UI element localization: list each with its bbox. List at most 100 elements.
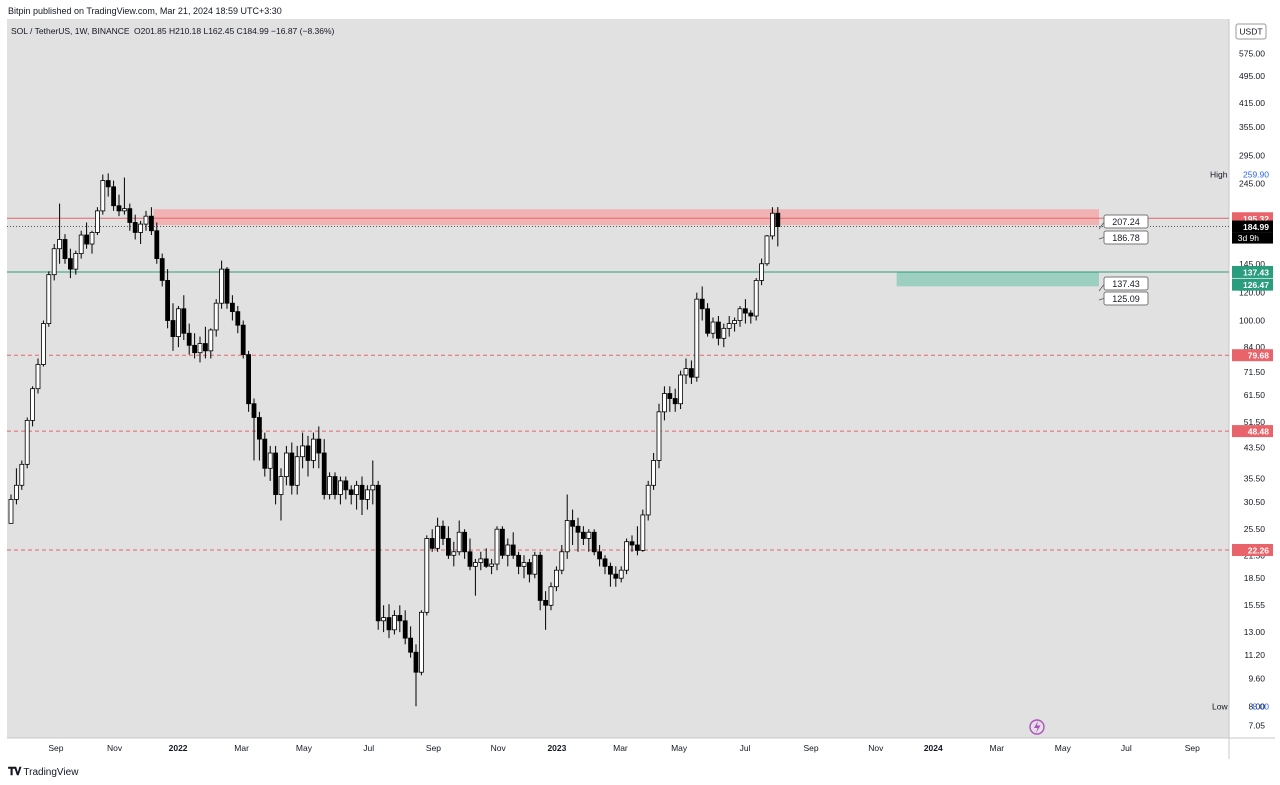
y-tick-label: 245.00	[1239, 179, 1265, 189]
plot-area	[7, 19, 1229, 738]
price-callout-box	[1103, 214, 1149, 229]
x-tick-label: Sep	[48, 743, 63, 753]
candle-down	[289, 452, 295, 486]
candle-down	[570, 520, 575, 527]
candle-down	[543, 600, 548, 606]
candle-up	[294, 456, 300, 486]
published-by-line: Bitpin published on TradingView.com, Mar…	[8, 6, 282, 16]
candle-down	[597, 551, 602, 560]
symbol-label: SOL / TetherUS, 1W, BINANCE	[11, 26, 130, 36]
candle-down	[408, 637, 414, 653]
candle-down	[613, 573, 619, 579]
chart-frame[interactable]: 207.24 186.78 137.43 125.09 SOL / TetherUS, …	[7, 19, 1275, 759]
tradingview-logo[interactable]: 𝐓𝐕 TradingView	[8, 766, 78, 779]
candle-down	[273, 452, 279, 495]
candle-up	[122, 208, 127, 212]
time-axis	[7, 738, 1229, 759]
candle-down	[575, 525, 581, 533]
candlestick-chart[interactable]: 207.24 186.78 137.43 125.09 SOL / TetherUS, …	[7, 19, 1275, 759]
candle-down	[343, 480, 349, 491]
countdown-label: 3d 9h	[1238, 233, 1260, 243]
price-axis	[1229, 19, 1275, 759]
price-callout-box	[1103, 276, 1149, 291]
y-tick-label: 61.50	[1244, 390, 1266, 400]
candle-down	[667, 393, 673, 399]
x-tick-label: Mar	[989, 743, 1004, 753]
candle-up	[73, 253, 79, 270]
candle-up	[753, 280, 759, 317]
x-tick-label: May	[1055, 743, 1072, 753]
y-tick-label: 84.00	[1244, 342, 1266, 352]
candle-down	[602, 558, 608, 567]
candle-down	[321, 452, 327, 495]
candle-up	[310, 438, 316, 461]
axis-badge-label: 79.68	[1248, 351, 1270, 361]
candle-down	[516, 554, 522, 567]
candle-up	[381, 617, 387, 622]
x-tick-label: 2022	[169, 743, 188, 753]
candle-up	[208, 329, 214, 352]
candle-down	[305, 445, 311, 461]
candle-up	[175, 308, 181, 338]
candle-down	[240, 324, 246, 355]
candle-down	[127, 208, 133, 223]
candle-down	[116, 205, 122, 212]
axis-badge-label: 195.32	[1243, 214, 1269, 224]
candle-up	[532, 554, 538, 575]
candle-up	[721, 327, 727, 339]
candle-down	[467, 551, 473, 567]
currency-label: USDT	[1239, 27, 1262, 37]
candle-down	[413, 651, 419, 673]
candle-down	[462, 531, 468, 553]
axis-badge	[1232, 425, 1273, 438]
y-tick-label: 51.50	[1244, 417, 1266, 427]
axis-badge-label: 137.43	[1243, 267, 1269, 277]
x-tick-label: Mar	[613, 743, 628, 753]
candle-up	[435, 525, 441, 549]
candle-up	[213, 302, 219, 331]
candle-up	[586, 531, 592, 539]
candle-up	[78, 234, 84, 254]
candle-down	[159, 258, 165, 281]
y-tick-label: 25.50	[1244, 524, 1266, 534]
x-tick-label: May	[671, 743, 688, 753]
candle-up	[656, 411, 662, 461]
y-tick-label: 18.50	[1244, 573, 1266, 583]
x-tick-label: Jul	[363, 743, 374, 753]
candle-up	[564, 520, 570, 553]
candle-up	[337, 480, 343, 495]
candle-down	[235, 311, 241, 326]
currency-button	[1235, 23, 1267, 40]
candle-up	[57, 239, 62, 250]
tradingview-brand-label: TradingView	[23, 767, 79, 778]
candle-down	[359, 484, 365, 500]
candle-up	[143, 215, 149, 225]
price-callout-label: 186.78	[1112, 233, 1140, 243]
candle-down	[705, 308, 710, 334]
high-value: 259.90	[1243, 170, 1269, 180]
candle-up	[694, 298, 700, 378]
y-tick-label: 43.50	[1244, 443, 1266, 453]
candle-down	[154, 230, 160, 259]
candle-down	[699, 298, 705, 310]
candle-up	[456, 531, 462, 553]
candle-down	[132, 222, 138, 233]
axis-badge	[1232, 220, 1273, 233]
candle-up	[478, 558, 484, 563]
candle-down	[672, 398, 678, 405]
x-tick-label: 2024	[924, 743, 943, 753]
low-value: 8.00	[1252, 701, 1269, 711]
candle-down	[775, 212, 781, 227]
candle-down	[62, 239, 68, 259]
candle-down	[224, 268, 230, 304]
candle-down	[581, 531, 586, 539]
ohlc-readout: O201.85 H210.18 L162.45 C184.99 −16.87 (…	[134, 26, 335, 36]
candle-down	[68, 258, 73, 270]
candle-up	[51, 248, 57, 276]
candle-up	[391, 615, 397, 631]
candle-up	[505, 544, 511, 556]
candle-down	[202, 343, 208, 352]
y-tick-label: 495.00	[1239, 71, 1265, 81]
candle-up	[197, 343, 203, 354]
price-callout-label: 125.09	[1112, 294, 1140, 304]
